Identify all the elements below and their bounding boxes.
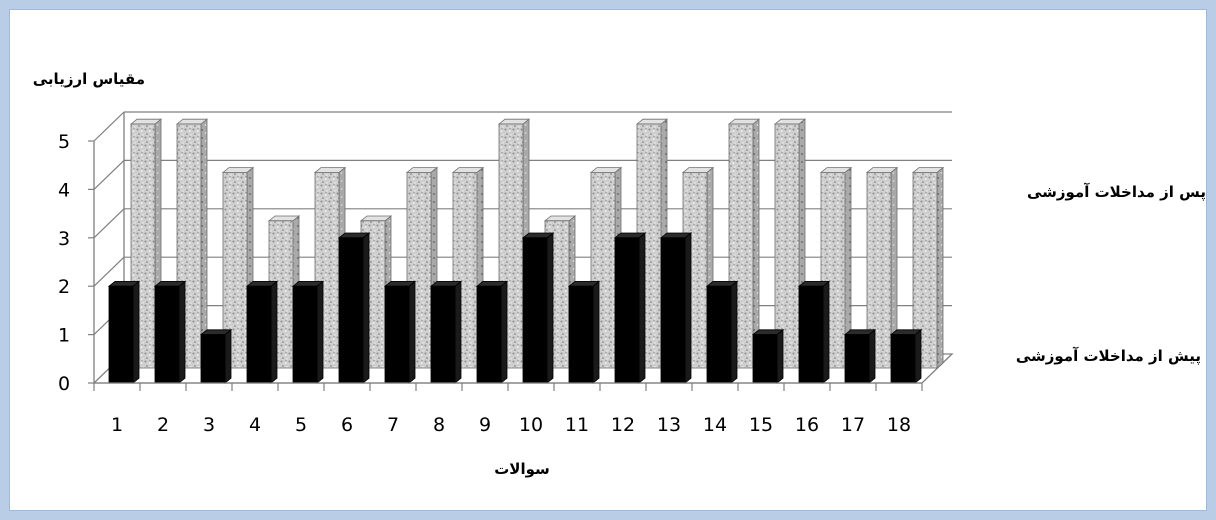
x-axis-label: سوالات (494, 460, 550, 478)
bar-before-17 (843, 328, 877, 384)
x-tick-label: 11 (565, 414, 589, 436)
legend-series-before: پیش از مداخلات آموزشی (1016, 347, 1201, 366)
x-tick-label: 18 (887, 414, 911, 436)
x-tick-label: 5 (295, 414, 307, 436)
x-tick-label: 15 (749, 414, 773, 436)
bar-before-11 (567, 280, 601, 384)
x-tick-label: 12 (611, 414, 635, 436)
bar-before-9 (475, 280, 509, 384)
x-tick-label: 4 (249, 414, 261, 436)
y-tick-label: 4 (58, 179, 70, 201)
y-tick-label: 3 (58, 228, 70, 250)
bar-before-8 (429, 280, 463, 384)
bar-before-10 (521, 232, 555, 384)
x-tick-label: 13 (657, 414, 681, 436)
series-before-bars (107, 232, 923, 384)
bar-before-14 (705, 280, 739, 384)
x-tick-label: 2 (157, 414, 169, 436)
bar-before-1 (107, 280, 141, 384)
y-axis-ticks: 0 1 2 3 4 5 (58, 131, 94, 395)
bar-before-18 (889, 328, 923, 384)
chart-labels: مقیاس ارزیابی سوالات پس از مداخلات آموزش… (33, 70, 1206, 478)
x-tick-label: 16 (795, 414, 819, 436)
bar-before-16 (797, 280, 831, 384)
legend-series-after: پس از مداخلات آموزشی (1027, 183, 1206, 202)
x-axis-ticks: 1 2 3 4 5 6 7 8 9 10 11 12 13 14 15 16 17 18 (93, 382, 923, 436)
y-axis-label: مقیاس ارزیابی (33, 70, 145, 88)
x-tick-label: 3 (203, 414, 215, 436)
side-gridline (93, 111, 125, 142)
side-gridline (93, 159, 125, 190)
bar-before-15 (751, 328, 785, 384)
x-tick-label: 9 (479, 414, 491, 436)
x-tick-label: 6 (341, 414, 353, 436)
bar-before-13 (659, 232, 693, 384)
x-tick-label: 10 (519, 414, 543, 436)
side-gridline (93, 208, 125, 239)
y-tick-label: 0 (58, 373, 70, 395)
bar-before-6 (337, 232, 371, 384)
x-tick-label: 8 (433, 414, 445, 436)
bar-before-2 (153, 280, 187, 384)
x-tick-label: 14 (703, 414, 727, 436)
x-tick-label: 1 (111, 414, 123, 436)
side-gridline (93, 256, 125, 287)
x-tick-label: 17 (841, 414, 865, 436)
bar-before-3 (199, 328, 233, 384)
y-tick-label: 5 (58, 131, 70, 153)
bar-before-12 (613, 232, 647, 384)
bar-before-4 (245, 280, 279, 384)
y-tick-label: 1 (58, 325, 70, 347)
bar-before-5 (291, 280, 325, 384)
x-tick-label: 7 (387, 414, 399, 436)
y-tick-label: 2 (58, 276, 70, 298)
bar-before-7 (383, 280, 417, 384)
